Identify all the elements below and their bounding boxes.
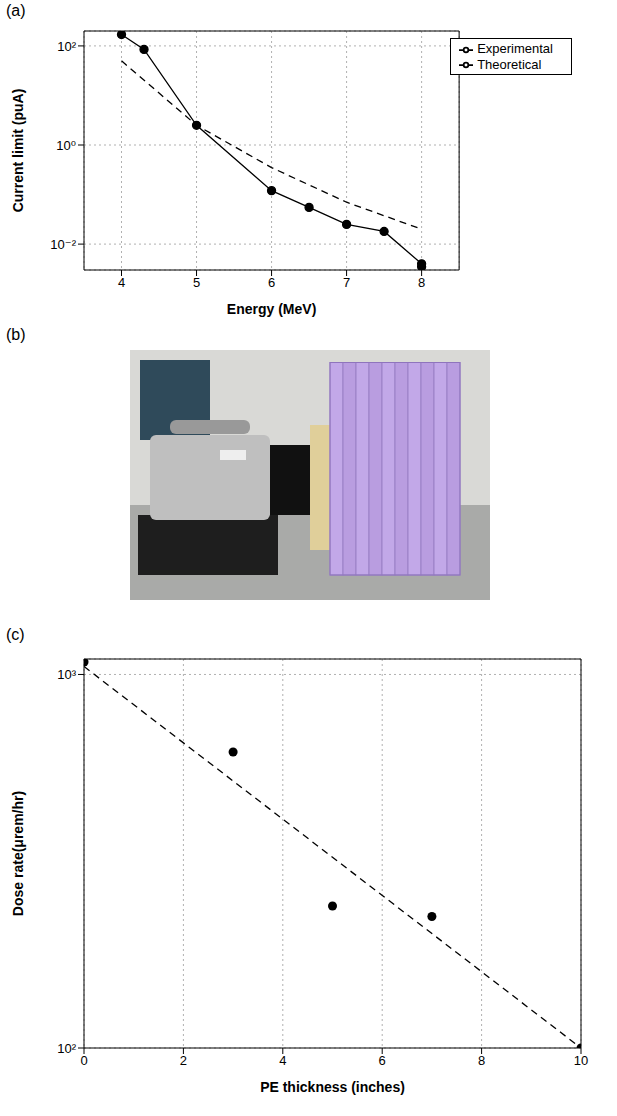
- svg-text:10: 10: [574, 1053, 588, 1068]
- svg-text:6: 6: [379, 1053, 386, 1068]
- html-text:(c): (c): [6, 626, 25, 643]
- svg-text:10²: 10²: [57, 39, 76, 54]
- svg-text:5: 5: [193, 275, 200, 290]
- svg-text:10³: 10³: [57, 667, 76, 682]
- html-text:(b): (b): [6, 326, 26, 343]
- svg-text:2: 2: [180, 1053, 187, 1068]
- html-text:Theoretical: Theoretical: [477, 56, 542, 72]
- svg-text:10⁻²: 10⁻²: [50, 237, 76, 252]
- svg-text:8: 8: [478, 1053, 485, 1068]
- svg-text:10²: 10²: [57, 1041, 76, 1056]
- svg-text:0: 0: [80, 1053, 87, 1068]
- svg-text:8: 8: [418, 275, 425, 290]
- html-text:Experimental: Experimental: [477, 41, 553, 56]
- html-text:(a): (a): [6, 2, 26, 19]
- svg-text:Dose rate(μrem/hr): Dose rate(μrem/hr): [10, 791, 26, 916]
- svg-text:6: 6: [268, 275, 275, 290]
- svg-text:7: 7: [343, 275, 350, 290]
- svg-text:4: 4: [279, 1053, 286, 1068]
- svg-text:Current limit (puA): Current limit (puA): [10, 89, 26, 213]
- svg-text:4: 4: [118, 275, 125, 290]
- svg-text:PE thickness (inches): PE thickness (inches): [260, 1079, 405, 1095]
- svg-text:10⁰: 10⁰: [56, 138, 76, 153]
- svg-text:Energy (MeV): Energy (MeV): [227, 301, 316, 317]
